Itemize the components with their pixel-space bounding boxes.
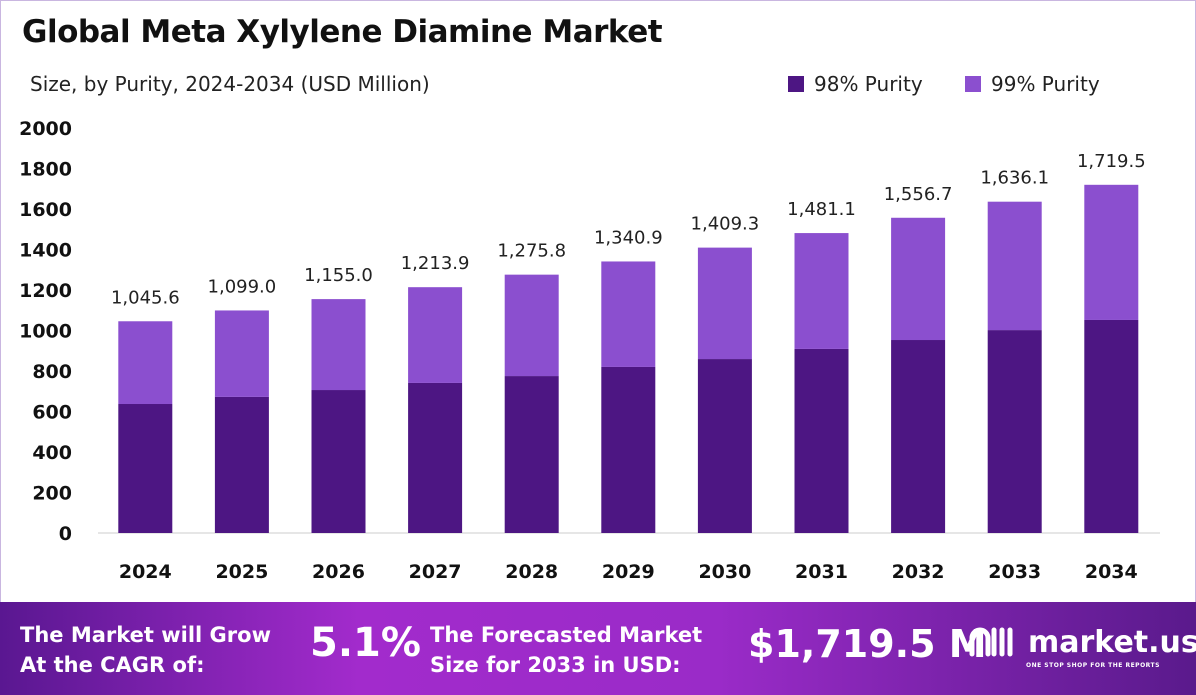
x-tick-label: 2029 [602, 561, 655, 583]
x-tick-label: 2025 [215, 561, 268, 583]
y-tick-label: 600 [32, 402, 72, 424]
legend-swatch [788, 76, 804, 92]
y-tick-label: 1000 [19, 321, 72, 343]
x-tick-label: 2032 [892, 561, 945, 583]
y-tick-label: 1600 [19, 199, 72, 221]
x-tick-label: 2031 [795, 561, 848, 583]
bar-99-purity-2032 [891, 217, 946, 341]
total-label: 1,275.8 [497, 241, 566, 262]
bar-99-purity-2025 [214, 310, 269, 397]
x-tick-label: 2027 [409, 561, 462, 583]
forecast-label-line1: The Forecasted Market [430, 623, 703, 647]
x-tick-label: 2033 [988, 561, 1041, 583]
y-tick-label: 1800 [19, 159, 72, 181]
y-tick-label: 1400 [19, 240, 72, 262]
logo-tagline: ONE STOP SHOP FOR THE REPORTS [1026, 662, 1160, 669]
bar-98-purity-2032 [891, 340, 946, 533]
bar-98-purity-2024 [118, 404, 173, 533]
bar-98-purity-2027 [408, 382, 463, 533]
bar-99-purity-2033 [987, 201, 1042, 331]
total-label: 1,099.0 [208, 276, 277, 297]
market-us-logo: market.us ONE STOP SHOP FOR THE REPORTS [968, 624, 1196, 669]
bar-99-purity-2031 [794, 233, 849, 349]
cagr-label: The Market will Grow At the CAGR of: [20, 620, 271, 680]
bar-99-purity-2030 [697, 247, 752, 360]
bar-99-purity-2027 [408, 287, 463, 383]
total-label: 1,155.0 [304, 265, 373, 286]
y-tick-label: 200 [32, 483, 72, 505]
y-tick-label: 800 [32, 361, 72, 383]
y-tick-label: 2000 [19, 118, 72, 140]
legend-label: 98% Purity [814, 72, 923, 96]
legend-item-98: 98% Purity [788, 72, 923, 96]
total-label: 1,045.6 [111, 287, 180, 308]
logo-icon [969, 627, 1013, 657]
forecast-label: The Forecasted Market Size for 2033 in US… [430, 620, 702, 680]
x-tick-label: 2030 [698, 561, 751, 583]
x-tick-label: 2028 [505, 561, 558, 583]
total-label: 1,636.1 [980, 168, 1049, 189]
bar-98-purity-2031 [794, 348, 849, 533]
total-label: 1,481.1 [787, 199, 856, 220]
logo-name: market.us [1028, 624, 1196, 660]
chart-subtitle: Size, by Purity, 2024-2034 (USD Million) [30, 72, 430, 96]
bar-98-purity-2025 [214, 396, 269, 533]
x-tick-label: 2024 [119, 561, 172, 583]
x-tick-label: 2026 [312, 561, 365, 583]
forecast-value: $1,719.5 M [748, 622, 987, 666]
legend-swatch [965, 76, 981, 92]
x-tick-label: 2034 [1085, 561, 1138, 583]
bar-98-purity-2026 [311, 390, 366, 533]
bar-98-purity-2034 [1084, 319, 1139, 533]
y-tick-label: 1200 [19, 280, 72, 302]
total-label: 1,719.5 [1077, 151, 1146, 172]
bar-99-purity-2024 [118, 321, 173, 405]
total-label: 1,409.3 [691, 214, 760, 235]
bar-99-purity-2029 [601, 261, 656, 367]
y-tick-label: 0 [59, 523, 72, 545]
bar-98-purity-2030 [697, 359, 752, 533]
summary-banner: The Market will Grow At the CAGR of: 5.1%… [0, 602, 1196, 695]
total-label: 1,556.7 [884, 184, 953, 205]
bar-99-purity-2034 [1084, 184, 1139, 320]
bar-chart: 0 200 400 600 800 1000 1200 1400 1600 1800 2000 1,0… [19, 118, 1160, 583]
bar-98-purity-2033 [987, 330, 1042, 533]
bar-98-purity-2028 [504, 376, 559, 533]
bar-99-purity-2026 [311, 299, 366, 391]
legend-item-99: 99% Purity [965, 72, 1100, 96]
chart-title: Global Meta Xylylene Diamine Market [22, 14, 663, 50]
y-tick-label: 400 [32, 442, 72, 464]
bar-98-purity-2029 [601, 366, 656, 533]
total-label: 1,213.9 [401, 253, 470, 274]
bar-99-purity-2028 [504, 274, 559, 377]
forecast-label-line2: Size for 2033 in USD: [430, 653, 681, 677]
legend-label: 99% Purity [991, 72, 1100, 96]
cagr-label-line1: The Market will Grow [20, 623, 271, 647]
cagr-label-line2: At the CAGR of: [20, 653, 205, 677]
total-label: 1,340.9 [594, 227, 663, 248]
cagr-value: 5.1% [310, 620, 421, 666]
